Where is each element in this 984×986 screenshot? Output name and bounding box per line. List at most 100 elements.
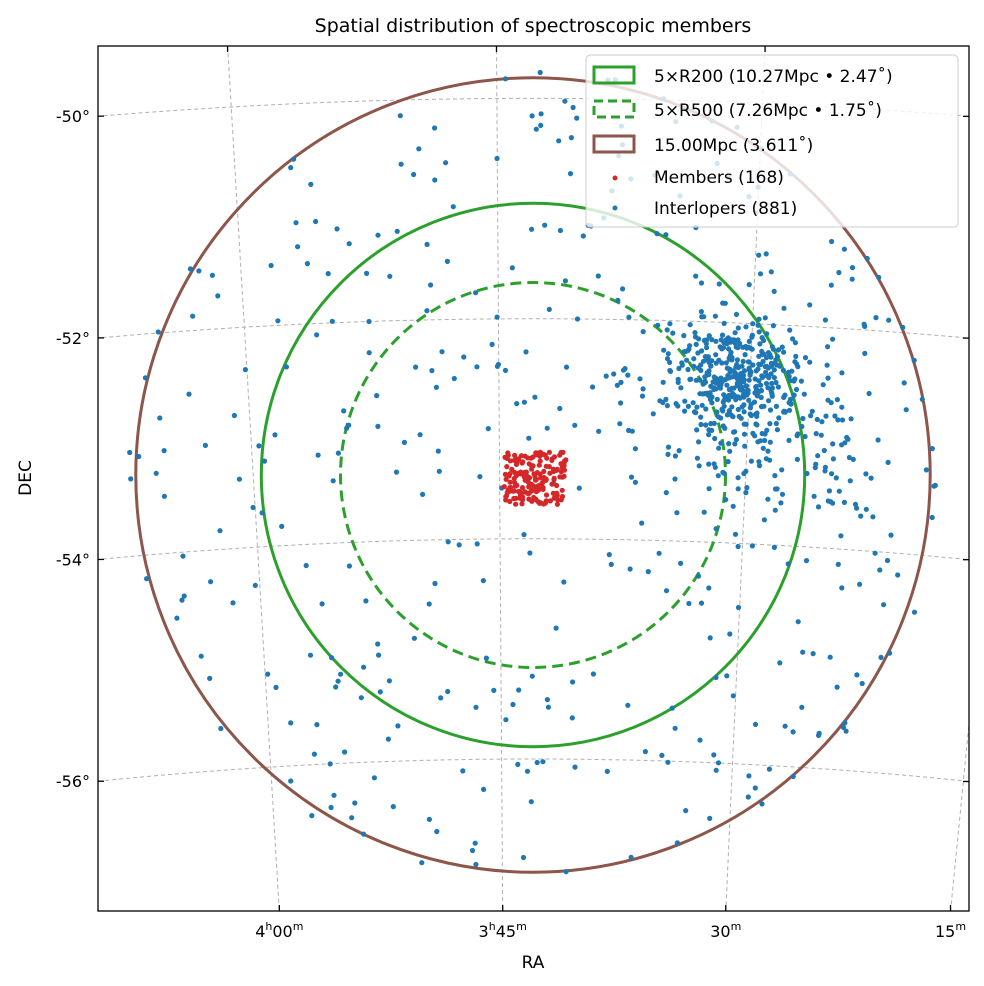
interlopers-point	[691, 409, 698, 415]
interlopers-point	[557, 405, 563, 412]
interlopers-point	[753, 384, 759, 390]
interlopers-point	[433, 384, 439, 390]
interlopers-point	[735, 365, 742, 371]
interlopers-point	[775, 384, 782, 390]
interlopers-point	[758, 382, 764, 388]
interlopers-point	[432, 580, 438, 587]
interlopers-point	[872, 550, 878, 556]
interlopers-point	[692, 330, 698, 336]
interlopers-point	[502, 76, 509, 82]
interlopers-point	[667, 359, 673, 365]
interlopers-point	[687, 322, 693, 328]
interlopers-point	[781, 349, 787, 355]
interlopers-point	[413, 364, 419, 370]
legend-label-r200: 5×R200 (10.27Mpc • 2.47˚)	[654, 66, 893, 87]
interlopers-point	[331, 792, 337, 798]
interlopers-point	[684, 357, 690, 363]
interlopers-point	[678, 385, 684, 391]
interlopers-point	[754, 422, 760, 428]
y-tick-label: -56°	[56, 772, 90, 791]
interlopers-point	[401, 439, 407, 445]
interlopers-point	[735, 475, 741, 481]
interlopers-point	[743, 490, 749, 496]
interlopers-point	[524, 768, 531, 774]
interlopers-point	[823, 413, 829, 419]
interlopers-point	[376, 652, 382, 658]
interlopers-point	[632, 479, 639, 485]
interlopers-point	[699, 391, 706, 397]
interlopers-point	[672, 476, 678, 482]
members-point	[519, 485, 526, 491]
interlopers-point	[136, 453, 142, 460]
interlopers-point	[561, 579, 567, 585]
interlopers-point	[544, 697, 551, 703]
interlopers-point	[770, 323, 777, 329]
interlopers-point	[735, 604, 742, 611]
interlopers-point	[766, 766, 773, 772]
interlopers-point	[681, 333, 687, 339]
interlopers-point	[725, 335, 731, 341]
interlopers-point	[724, 673, 730, 679]
interlopers-point	[556, 138, 562, 144]
members-point	[529, 498, 535, 504]
interlopers-point	[694, 455, 701, 461]
interlopers-point	[769, 391, 775, 397]
interlopers-point	[777, 363, 783, 369]
members-point	[536, 462, 542, 468]
interlopers-point	[515, 761, 521, 768]
interlopers-point	[875, 437, 881, 443]
interlopers-point	[385, 736, 391, 742]
interlopers-point	[358, 695, 364, 701]
interlopers-point	[288, 165, 294, 171]
interlopers-point	[727, 448, 733, 454]
interlopers-point	[346, 241, 352, 247]
interlopers-point	[781, 305, 787, 311]
dec-gridline	[98, 758, 967, 782]
interlopers-point	[729, 374, 735, 380]
interlopers-point	[314, 722, 320, 728]
interlopers-point	[256, 443, 262, 449]
interlopers-point	[747, 411, 753, 417]
members-point	[508, 484, 514, 491]
interlopers-point	[895, 572, 901, 578]
interlopers-point	[568, 135, 575, 141]
interlopers-point	[712, 313, 719, 319]
ra-gridline	[950, 719, 969, 911]
interlopers-point	[746, 773, 752, 779]
members-point	[507, 479, 513, 485]
ra-gridline	[496, 46, 504, 911]
interlopers-point	[572, 422, 578, 428]
y-tick-label: -50°	[56, 107, 90, 126]
interlopers-point	[793, 386, 800, 393]
interlopers-point	[870, 514, 876, 520]
interlopers-point	[825, 375, 831, 381]
interlopers-point	[767, 457, 773, 463]
interlopers-point	[877, 567, 883, 573]
interlopers-point	[767, 407, 774, 413]
interlopers-point	[756, 459, 762, 465]
interlopers-point	[790, 773, 796, 780]
members-point	[557, 452, 563, 458]
interlopers-point	[715, 414, 722, 420]
interlopers-point	[713, 767, 719, 773]
interlopers-point	[833, 475, 839, 481]
members-point	[519, 501, 525, 507]
interlopers-point	[830, 456, 837, 462]
interlopers-point	[754, 413, 760, 419]
interlopers-point	[699, 402, 705, 408]
interlopers-point	[769, 380, 775, 387]
members-point	[523, 469, 530, 475]
members-point	[551, 468, 557, 475]
interlopers-point	[828, 400, 834, 406]
interlopers-point	[429, 368, 435, 374]
interlopers-point	[341, 408, 347, 414]
interlopers-point	[704, 337, 710, 343]
members-point	[513, 461, 520, 467]
ra-gridline	[227, 46, 280, 911]
interlopers-point	[929, 446, 935, 452]
interlopers-point	[334, 226, 340, 232]
interlopers-point	[773, 379, 779, 386]
interlopers-point	[780, 367, 787, 373]
interlopers-point	[744, 392, 750, 398]
